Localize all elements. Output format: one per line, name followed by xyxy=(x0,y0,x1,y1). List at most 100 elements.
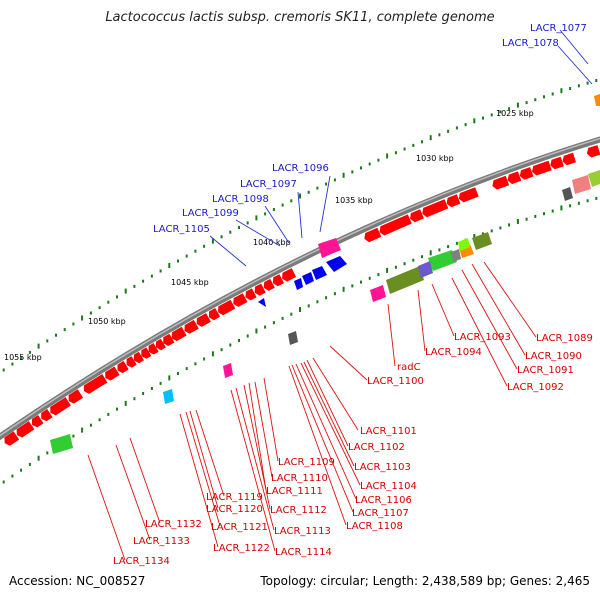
gene-label-lacr-1120[interactable]: LACR_1120 xyxy=(206,504,263,515)
gene-arrow-reverse[interactable] xyxy=(126,356,137,368)
gene-arrow-reverse[interactable] xyxy=(155,338,166,351)
gene-label-lacr-1132[interactable]: LACR_1132 xyxy=(145,519,202,530)
tick-mark xyxy=(316,300,319,304)
gene-arrow-reverse[interactable] xyxy=(68,389,84,404)
gene-arrow-reverse[interactable] xyxy=(105,366,120,381)
gene-lacr-1092[interactable] xyxy=(472,232,492,250)
gene-arrow-reverse[interactable] xyxy=(163,333,175,346)
gene-lacr-1094[interactable] xyxy=(428,250,457,271)
gene-label-radc[interactable]: radC xyxy=(397,362,421,373)
callout-line xyxy=(115,444,151,541)
gene-arrow-reverse[interactable] xyxy=(458,187,479,203)
gene-label-lacr-1121[interactable]: LACR_1121 xyxy=(211,522,268,533)
tick-mark xyxy=(107,300,110,304)
gene-label-lacr-1092[interactable]: LACR_1092 xyxy=(507,382,564,393)
gene-label-lacr-1134[interactable]: LACR_1134 xyxy=(113,556,170,567)
gene-label-lacr-1111[interactable]: LACR_1111 xyxy=(266,486,323,497)
gene-lightgreen[interactable] xyxy=(458,238,470,251)
gene-label-lacr-1101[interactable]: LACR_1101 xyxy=(360,426,417,437)
gene-lacr-1132[interactable] xyxy=(163,389,174,404)
gene-lime-right[interactable] xyxy=(588,170,600,187)
gene-lacr-1099[interactable] xyxy=(302,272,314,285)
gene-label-lacr-1109[interactable]: LACR_1109 xyxy=(278,457,335,468)
gene-arrow-reverse[interactable] xyxy=(272,274,284,287)
gene-arrow-reverse[interactable] xyxy=(282,268,297,282)
gene-label-lacr-1107[interactable]: LACR_1107 xyxy=(352,508,409,519)
gene-label-lacr-1113[interactable]: LACR_1113 xyxy=(274,526,331,537)
gene-arrow-reverse[interactable] xyxy=(562,152,577,166)
gene-arrow-reverse[interactable] xyxy=(446,194,461,208)
gene-label-lacr-1090[interactable]: LACR_1090 xyxy=(525,351,582,362)
gene-arrow-reverse[interactable] xyxy=(519,167,534,180)
gene-label-lacr-1106[interactable]: LACR_1106 xyxy=(355,495,412,506)
gene-arrow-reverse[interactable] xyxy=(364,227,382,243)
gene-arrow-reverse[interactable] xyxy=(31,415,44,428)
gene-arrow-reverse[interactable] xyxy=(263,278,275,291)
gene-arrow-reverse[interactable] xyxy=(141,347,152,359)
gene-lacr-1100[interactable] xyxy=(370,285,386,302)
gene-label-lacr-1102[interactable]: LACR_1102 xyxy=(348,442,405,453)
gene-label-lacr-1122[interactable]: LACR_1122 xyxy=(213,543,270,554)
gene-arrow-reverse[interactable] xyxy=(532,160,552,176)
gene-arrow-reverse[interactable] xyxy=(586,145,600,158)
gene-grey-mid[interactable] xyxy=(451,249,461,262)
gene-lacr-1122[interactable] xyxy=(223,363,233,378)
gene-lacr-1134[interactable] xyxy=(50,434,73,454)
gene-label-lacr-1077[interactable]: LACR_1077 xyxy=(530,23,587,34)
gene-arrow-reverse[interactable] xyxy=(83,374,108,394)
gene-label-lacr-1096[interactable]: LACR_1096 xyxy=(272,163,329,174)
gene-grey-right[interactable] xyxy=(562,187,573,201)
gene-arrow-reverse[interactable] xyxy=(550,156,564,170)
gene-small-blue[interactable] xyxy=(258,298,266,307)
gene-purple[interactable] xyxy=(418,261,433,278)
gene-label-lacr-1110[interactable]: LACR_1110 xyxy=(271,473,328,484)
gene-label-lacr-1094[interactable]: LACR_1094 xyxy=(425,347,482,358)
gene-arrow-reverse[interactable] xyxy=(184,319,199,334)
gene-label-lacr-1091[interactable]: LACR_1091 xyxy=(517,365,574,376)
gene-label-lacr-1105[interactable]: LACR_1105 xyxy=(153,224,210,235)
gene-lacr-1105[interactable] xyxy=(294,278,303,290)
gene-arrow-reverse[interactable] xyxy=(254,283,266,296)
gene-label-lacr-1104[interactable]: LACR_1104 xyxy=(360,481,417,492)
gene-lacr-1097[interactable] xyxy=(326,256,347,272)
callout-line xyxy=(264,205,290,244)
gene-label-lacr-1119[interactable]: LACR_1119 xyxy=(206,492,263,503)
gene-arrow-reverse[interactable] xyxy=(492,175,510,190)
tick-mark xyxy=(116,407,118,411)
gene-label-lacr-1089[interactable]: LACR_1089 xyxy=(536,333,593,344)
gene-arrow-reverse[interactable] xyxy=(148,343,159,355)
gene-label-lacr-1133[interactable]: LACR_1133 xyxy=(133,536,190,547)
gene-lacr-1108[interactable] xyxy=(288,331,298,345)
gene-label-lacr-1093[interactable]: LACR_1093 xyxy=(454,332,511,343)
gene-label-lacr-1078[interactable]: LACR_1078 xyxy=(502,38,559,49)
gene-arrow-reverse[interactable] xyxy=(171,326,187,342)
gene-label-lacr-1097[interactable]: LACR_1097 xyxy=(240,179,297,190)
gene-arrow-reverse[interactable] xyxy=(233,293,248,307)
gene-label-lacr-1108[interactable]: LACR_1108 xyxy=(346,521,403,532)
gene-label-lacr-1103[interactable]: LACR_1103 xyxy=(354,462,411,473)
gene-arrow-reverse[interactable] xyxy=(422,199,449,218)
gene-arrow-reverse[interactable] xyxy=(507,171,522,185)
gene-lacr-1096[interactable] xyxy=(318,238,341,258)
gene-label-lacr-1114[interactable]: LACR_1114 xyxy=(275,547,332,558)
gene-arrow-reverse[interactable] xyxy=(50,397,71,416)
gene-arrow-reverse[interactable] xyxy=(410,209,424,223)
gene-label-lacr-1112[interactable]: LACR_1112 xyxy=(270,505,327,516)
gene-arrow-reverse[interactable] xyxy=(196,313,211,327)
gene-arrow-reverse[interactable] xyxy=(133,351,144,364)
gene-arrow-reverse[interactable] xyxy=(218,299,236,316)
gene-arrow-reverse[interactable] xyxy=(41,409,53,422)
gene-arrow-reverse[interactable] xyxy=(379,214,412,236)
gene-label-lacr-1099[interactable]: LACR_1099 xyxy=(182,208,239,219)
gene-pink-right[interactable] xyxy=(572,175,591,194)
gene-label-lacr-1098[interactable]: LACR_1098 xyxy=(212,194,269,205)
gene-orange-top[interactable] xyxy=(594,94,600,106)
gene-arrow-reverse[interactable] xyxy=(117,360,129,374)
gene-lacr-1098[interactable] xyxy=(312,266,327,280)
gene-arrow-reverse[interactable] xyxy=(208,308,221,321)
gene-label-lacr-1100[interactable]: LACR_1100 xyxy=(367,376,424,387)
gene-radc[interactable] xyxy=(386,266,424,294)
gene-arrow-reverse[interactable] xyxy=(4,431,20,446)
gene-arrow-reverse[interactable] xyxy=(16,421,35,438)
gene-arrow-reverse[interactable] xyxy=(245,288,257,301)
